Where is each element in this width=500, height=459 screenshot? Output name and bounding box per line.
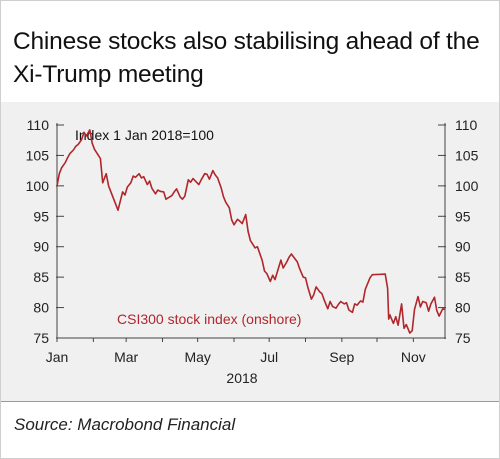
line-chart: 110 110 105 105 100 100 95 95 90 90 85 85 80 80 75 75 Ja…	[26, 117, 479, 386]
x-tick-label: May	[184, 349, 210, 365]
y-tick-label-right: 95	[455, 208, 471, 224]
title-area: Chinese stocks also stabilising ahead of…	[1, 1, 499, 102]
y-tick-label-right: 110	[455, 117, 478, 133]
y-tick-label-left: 95	[33, 208, 49, 224]
x-tick-label: Jan	[46, 349, 69, 365]
source-note: Source: Macrobond Financial	[14, 415, 236, 434]
y-tick-label-left: 110	[27, 117, 50, 133]
y-tick-label-right: 90	[455, 239, 471, 255]
series-label-csi300: CSI300 stock index (onshore)	[117, 311, 301, 327]
y-tick-label-right: 80	[455, 300, 471, 316]
y-tick-label-left: 90	[33, 239, 49, 255]
y-tick-label-left: 105	[26, 147, 50, 163]
x-tick-label: Sep	[329, 349, 354, 365]
y-tick-label-left: 80	[33, 300, 49, 316]
x-tick-label: Jul	[260, 349, 278, 365]
y-tick-label-right: 75	[455, 330, 471, 346]
x-year-label: 2018	[226, 370, 257, 386]
x-tick-label: Nov	[401, 349, 426, 365]
x-tick-label: Mar	[114, 349, 138, 365]
index-note: Index 1 Jan 2018=100	[75, 127, 214, 143]
plot-area: 110 110 105 105 100 100 95 95 90 90 85 85 80 80 75 75 Ja…	[1, 102, 499, 401]
y-tick-label-left: 85	[33, 269, 49, 285]
y-tick-label-right: 85	[455, 269, 471, 285]
y-tick-label-left: 75	[33, 330, 49, 346]
y-tick-label-right: 100	[455, 178, 479, 194]
y-tick-label-right: 105	[455, 147, 479, 163]
source-area: Source: Macrobond Financial	[1, 401, 499, 458]
series-line-csi300	[56, 129, 446, 334]
source-divider	[1, 401, 499, 402]
chart-title: Chinese stocks also stabilising ahead of…	[13, 28, 480, 88]
y-tick-label-left: 100	[26, 178, 50, 194]
